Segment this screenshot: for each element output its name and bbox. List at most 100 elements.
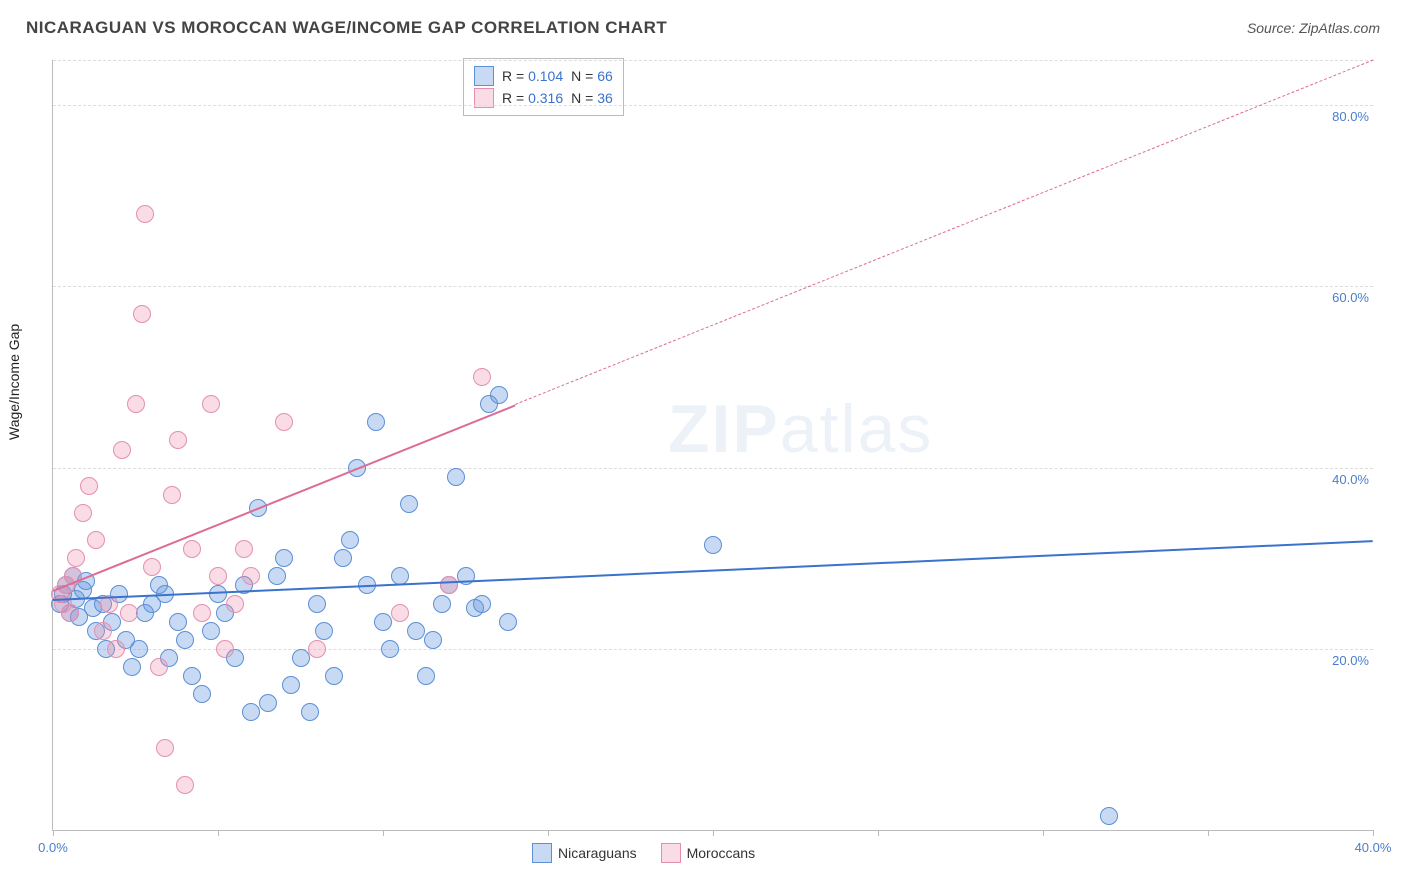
scatter-point bbox=[242, 567, 260, 585]
scatter-point bbox=[176, 776, 194, 794]
scatter-point bbox=[130, 640, 148, 658]
scatter-point bbox=[183, 540, 201, 558]
scatter-point bbox=[325, 667, 343, 685]
scatter-point bbox=[334, 549, 352, 567]
scatter-point bbox=[209, 585, 227, 603]
y-tick-label: 20.0% bbox=[1313, 653, 1369, 668]
scatter-point bbox=[136, 205, 154, 223]
scatter-point bbox=[282, 676, 300, 694]
r-label: R = 0.104 bbox=[502, 68, 563, 84]
scatter-point bbox=[209, 567, 227, 585]
series-legend: Nicaraguans Moroccans bbox=[532, 843, 755, 863]
scatter-point bbox=[169, 431, 187, 449]
scatter-point bbox=[473, 368, 491, 386]
scatter-point bbox=[216, 640, 234, 658]
y-tick-label: 60.0% bbox=[1313, 290, 1369, 305]
scatter-point bbox=[87, 531, 105, 549]
x-tick bbox=[1208, 830, 1209, 836]
x-tick bbox=[53, 830, 54, 836]
scatter-point bbox=[226, 595, 244, 613]
scatter-point bbox=[424, 631, 442, 649]
scatter-point bbox=[80, 477, 98, 495]
x-tick bbox=[548, 830, 549, 836]
scatter-point bbox=[74, 504, 92, 522]
scatter-point bbox=[374, 613, 392, 631]
x-tick bbox=[1373, 830, 1374, 836]
x-tick-label: 0.0% bbox=[23, 840, 83, 855]
scatter-point bbox=[156, 739, 174, 757]
n-label: N = 66 bbox=[571, 68, 613, 84]
scatter-point bbox=[143, 558, 161, 576]
legend-item: Nicaraguans bbox=[532, 843, 637, 863]
scatter-point bbox=[169, 613, 187, 631]
scatter-point bbox=[499, 613, 517, 631]
scatter-point bbox=[490, 386, 508, 404]
gridline-h bbox=[53, 286, 1373, 287]
scatter-point bbox=[433, 595, 451, 613]
scatter-point bbox=[315, 622, 333, 640]
x-tick bbox=[218, 830, 219, 836]
scatter-point bbox=[113, 441, 131, 459]
scatter-point bbox=[202, 622, 220, 640]
scatter-point bbox=[367, 413, 385, 431]
scatter-point bbox=[447, 468, 465, 486]
x-tick bbox=[383, 830, 384, 836]
x-tick bbox=[878, 830, 879, 836]
gridline-h bbox=[53, 105, 1373, 106]
scatter-point bbox=[704, 536, 722, 554]
x-tick bbox=[713, 830, 714, 836]
n-label: N = 36 bbox=[571, 90, 613, 106]
chart-area: ZIPatlas R = 0.104 N = 66 R = 0.316 N = … bbox=[52, 60, 1372, 830]
legend-swatch-nicaraguans bbox=[532, 843, 552, 863]
scatter-point bbox=[417, 667, 435, 685]
scatter-point bbox=[259, 694, 277, 712]
scatter-point bbox=[341, 531, 359, 549]
scatter-point bbox=[275, 549, 293, 567]
scatter-point bbox=[193, 604, 211, 622]
watermark-bold: ZIP bbox=[668, 391, 780, 467]
x-tick bbox=[1043, 830, 1044, 836]
gridline-h bbox=[53, 468, 1373, 469]
scatter-point bbox=[67, 549, 85, 567]
scatter-point bbox=[242, 703, 260, 721]
plot-region: ZIPatlas R = 0.104 N = 66 R = 0.316 N = … bbox=[52, 60, 1373, 831]
y-axis-title: Wage/Income Gap bbox=[6, 324, 22, 440]
scatter-point bbox=[107, 640, 125, 658]
scatter-point bbox=[120, 604, 138, 622]
scatter-point bbox=[275, 413, 293, 431]
scatter-point bbox=[202, 395, 220, 413]
scatter-point bbox=[94, 622, 112, 640]
scatter-point bbox=[440, 576, 458, 594]
scatter-point bbox=[163, 486, 181, 504]
y-tick-label: 40.0% bbox=[1313, 472, 1369, 487]
scatter-point bbox=[127, 395, 145, 413]
legend-label: Moroccans bbox=[687, 845, 755, 861]
scatter-point bbox=[473, 595, 491, 613]
scatter-point bbox=[308, 595, 326, 613]
gridline-h bbox=[53, 60, 1373, 61]
gridline-h bbox=[53, 649, 1373, 650]
x-tick-label: 40.0% bbox=[1343, 840, 1403, 855]
trendline bbox=[515, 60, 1373, 405]
watermark: ZIPatlas bbox=[668, 390, 933, 468]
scatter-point bbox=[301, 703, 319, 721]
chart-title: NICARAGUAN VS MOROCCAN WAGE/INCOME GAP C… bbox=[26, 18, 667, 38]
watermark-rest: atlas bbox=[780, 391, 934, 467]
scatter-point bbox=[61, 604, 79, 622]
scatter-point bbox=[1100, 807, 1118, 825]
scatter-point bbox=[308, 640, 326, 658]
scatter-point bbox=[235, 540, 253, 558]
scatter-point bbox=[391, 604, 409, 622]
legend-swatch-nicaraguans bbox=[474, 66, 494, 86]
scatter-point bbox=[123, 658, 141, 676]
r-label: R = 0.316 bbox=[502, 90, 563, 106]
scatter-point bbox=[292, 649, 310, 667]
correlation-legend: R = 0.104 N = 66 R = 0.316 N = 36 bbox=[463, 58, 624, 116]
scatter-point bbox=[150, 658, 168, 676]
scatter-point bbox=[381, 640, 399, 658]
legend-row: R = 0.104 N = 66 bbox=[474, 65, 613, 87]
scatter-point bbox=[193, 685, 211, 703]
legend-swatch-moroccans bbox=[661, 843, 681, 863]
legend-item: Moroccans bbox=[661, 843, 755, 863]
scatter-point bbox=[400, 495, 418, 513]
